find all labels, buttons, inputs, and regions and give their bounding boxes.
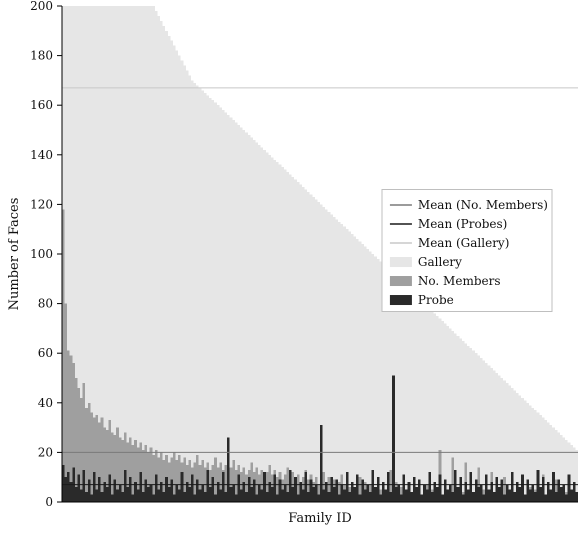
legend-patch-gallery — [390, 257, 412, 267]
legend-label-members: No. Members — [418, 274, 501, 288]
legend-patch-probe — [390, 295, 412, 305]
ytick-label: 140 — [30, 148, 53, 162]
legend-label-gallery: Gallery — [418, 255, 462, 269]
ytick-label: 180 — [30, 49, 53, 63]
y-axis-label: Number of Faces — [7, 198, 22, 311]
ytick-label: 160 — [30, 98, 53, 112]
ytick-label: 120 — [30, 197, 53, 211]
ytick-label: 40 — [38, 396, 53, 410]
ytick-label: 100 — [30, 247, 53, 261]
ytick-label: 200 — [30, 0, 53, 13]
ytick-label: 20 — [38, 445, 53, 459]
legend-label-mean_probes: Mean (Probes) — [418, 217, 507, 231]
ytick-label: 60 — [38, 346, 53, 360]
legend-label-mean_gallery: Mean (Gallery) — [418, 236, 509, 250]
legend-label-mean_members: Mean (No. Members) — [418, 198, 548, 212]
chart-container: 0 20 40 60 80 100 120 140 160 180 200 Number of Fac… — [0, 0, 586, 550]
ytick-label: 0 — [45, 495, 53, 509]
legend-patch-members — [390, 276, 412, 286]
ytick-label: 80 — [38, 297, 53, 311]
legend: Mean (No. Members) Mean (Probes) Mean (Gal… — [382, 190, 552, 312]
legend-label-probe: Probe — [418, 293, 454, 307]
x-axis-label: Family ID — [288, 511, 352, 526]
chart-svg: 0 20 40 60 80 100 120 140 160 180 200 Number of Fac… — [0, 0, 586, 550]
